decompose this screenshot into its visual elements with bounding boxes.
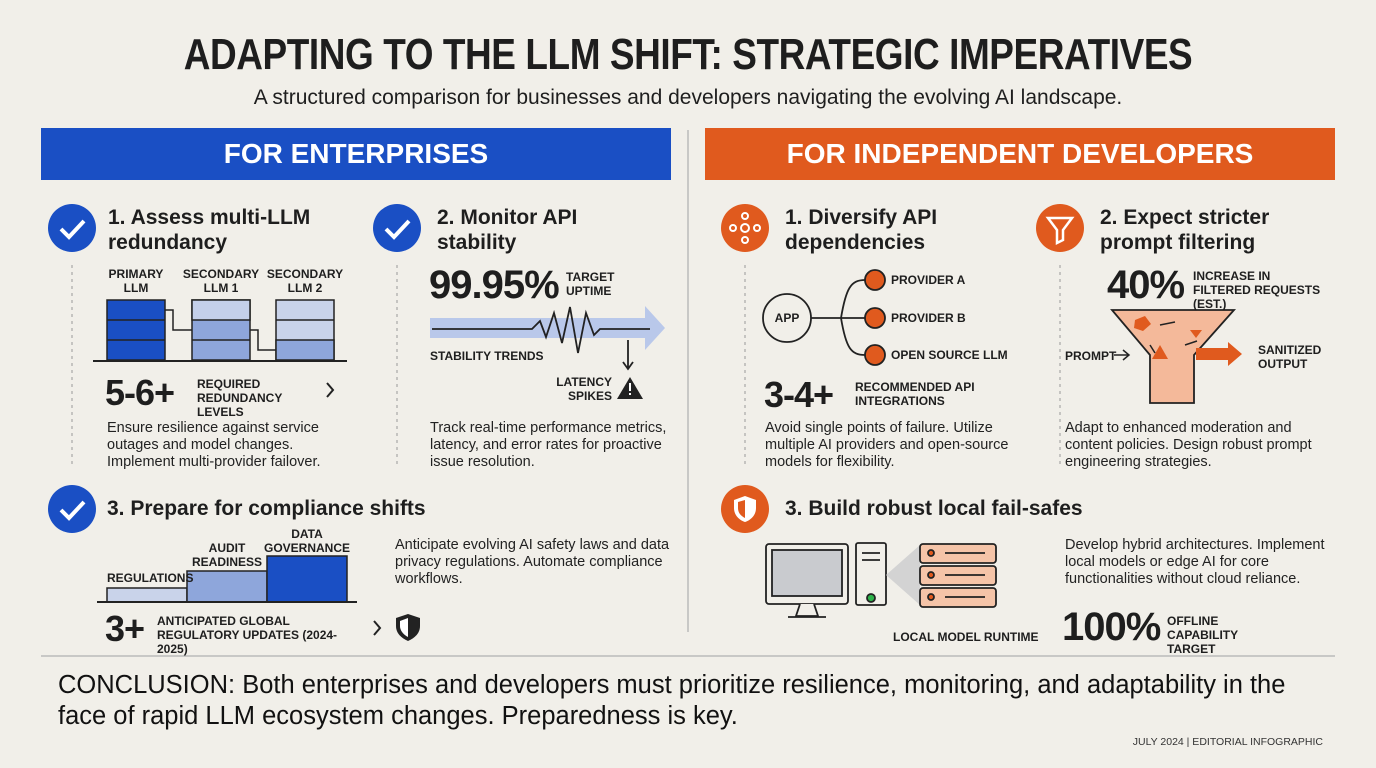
network-diagram [762, 269, 886, 366]
diagram-label: LOCAL MODEL RUNTIME [893, 630, 1039, 644]
diagram-label: PRIMARY LLM [108, 267, 164, 295]
item-title: 2. Monitor API stability [437, 206, 578, 254]
stat: 40% [1107, 263, 1185, 307]
diagram-label: LATENCY SPIKES [556, 375, 612, 403]
stat-label: INCREASE IN FILTERED REQUESTS (EST.) [1193, 269, 1321, 311]
diagram-label: STABILITY TRENDS [430, 349, 544, 363]
body-text: Track real-time performance metrics, lat… [430, 420, 667, 470]
footer: JULY 2024 | EDITORIAL INFOGRAPHIC [1132, 736, 1323, 748]
local-runtime [765, 542, 997, 618]
diagram-label: SECONDARY LLM 2 [266, 267, 344, 295]
diagram-label: APP [774, 311, 800, 325]
diagram-label: SECONDARY LLM 1 [182, 267, 260, 295]
chevron [326, 382, 335, 398]
diagram-label: PROVIDER A [891, 273, 966, 287]
item-title: 3. Prepare for compliance shifts [107, 497, 426, 520]
body-text: Adapt to enhanced moderation and content… [1065, 420, 1312, 470]
title: ADAPTING TO THE LLM SHIFT: STRATEGIC IMP… [183, 30, 1193, 79]
stat-label: RECOMMENDED API INTEGRATIONS [855, 380, 975, 408]
stability-chart [430, 306, 665, 399]
stat: 100% [1062, 605, 1161, 649]
stat: 99.95% [429, 263, 560, 307]
item-title: 1. Diversify API dependencies [785, 206, 938, 254]
conclusion: CONCLUSION: Both enterprises and develop… [58, 671, 1286, 730]
dashed-guides [71, 265, 1061, 466]
dev-icons [721, 204, 1084, 533]
diagram-label: AUDIT READINESS [191, 541, 262, 569]
item-title: 2. Expect stricter prompt filtering [1100, 206, 1270, 254]
body-text: Develop hybrid architectures. Implement … [1065, 537, 1325, 587]
diagram-label: OPEN SOURCE LLM [891, 348, 1008, 362]
diagram-label: REGULATIONS [107, 571, 194, 585]
chevron [373, 620, 382, 636]
stat-label: REQUIRED REDUNDANCY LEVELS [197, 377, 283, 419]
diagram-label: SANITIZED OUTPUT [1258, 343, 1322, 371]
banner: FOR ENTERPRISES [41, 128, 671, 180]
stat: 5-6+ [105, 372, 175, 413]
subtitle: A structured comparison for businesses a… [253, 86, 1123, 109]
compliance-bars [97, 555, 357, 603]
redundancy-stacks [93, 299, 347, 362]
diagram-label: PROMPT [1065, 349, 1117, 363]
body-text: Ensure resilience against service outage… [107, 420, 321, 470]
banner: FOR INDEPENDENT DEVELOPERS [705, 128, 1335, 180]
check-icons [48, 204, 421, 533]
stat: 3-4+ [764, 374, 834, 415]
body-text: Avoid single points of failure. Utilize … [765, 420, 1009, 470]
filter-funnel [1110, 309, 1242, 404]
shield-icon [396, 614, 420, 641]
stat: 3+ [105, 608, 145, 649]
item-title: 1. Assess multi-LLM redundancy [108, 206, 311, 254]
diagram-label: DATA GOVERNANCE [263, 527, 350, 555]
stat-label: TARGET UPTIME [566, 270, 615, 298]
item-title: 3. Build robust local fail-safes [785, 497, 1083, 520]
stat-label: OFFLINE CAPABILITY TARGET [1167, 614, 1238, 656]
stat-label: ANTICIPATED GLOBAL REGULATORY UPDATES (2… [157, 614, 338, 656]
diagram-label: PROVIDER B [891, 311, 966, 325]
body-text: Anticipate evolving AI safety laws and d… [395, 537, 670, 587]
